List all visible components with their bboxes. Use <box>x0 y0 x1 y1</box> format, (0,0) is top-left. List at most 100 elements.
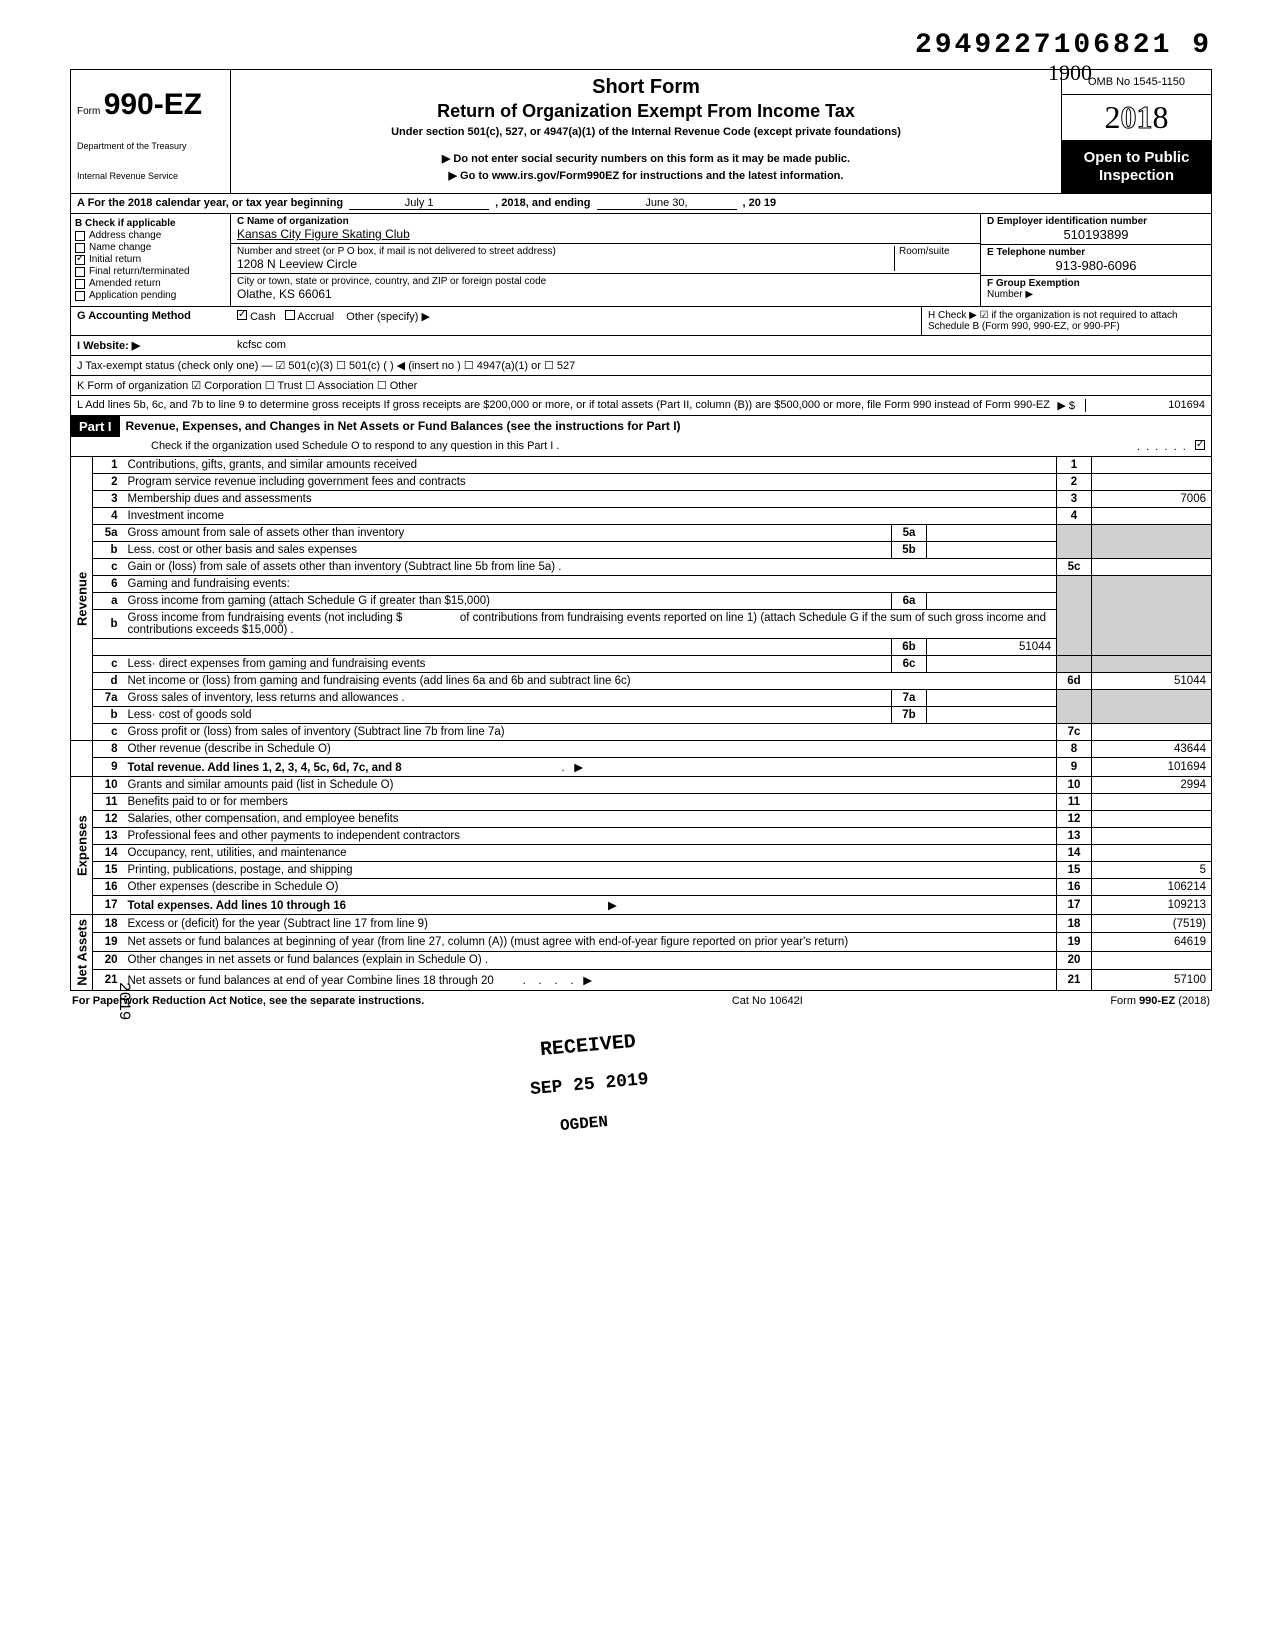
part-i-header-row: Part I Revenue, Expenses, and Changes in… <box>70 415 1212 437</box>
short-form-title: Short Form <box>239 76 1053 99</box>
lbl-initial-return: Initial return <box>89 254 141 265</box>
lbl-amended: Amended return <box>89 278 161 289</box>
line-11-desc: Benefits paid to or for members <box>123 794 1057 811</box>
chk-initial-return[interactable] <box>75 255 85 265</box>
row-j-tax-status: J Tax-exempt status (check only one) — ☑… <box>70 355 1212 375</box>
open-to-public: Open to Public Inspection <box>1062 141 1211 193</box>
line-9-val: 101694 <box>1092 758 1212 777</box>
lbl-other-specify: Other (specify) ▶ <box>346 311 430 323</box>
ein-value: 510193899 <box>987 227 1205 242</box>
lbl-name-change: Name change <box>89 242 151 253</box>
line-6c-desc: Less· direct expenses from gaming and fu… <box>123 656 892 673</box>
row-a-tax-year: A For the 2018 calendar year, or tax yea… <box>70 193 1212 213</box>
line-18-val: (7519) <box>1092 915 1212 933</box>
dept-irs: Internal Revenue Service <box>77 172 224 182</box>
chk-final-return[interactable] <box>75 267 85 277</box>
line-17-desc: Total expenses. Add lines 10 through 16 <box>128 900 347 912</box>
lbl-cash: Cash <box>250 311 276 323</box>
room-suite-label: Room/suite <box>894 246 974 271</box>
line-18-desc: Excess or (deficit) for the year (Subtra… <box>123 915 1057 933</box>
footer-cat-no: Cat No 10642I <box>732 995 803 1007</box>
org-city: Olathe, KS 66061 <box>237 287 332 301</box>
chk-amended[interactable] <box>75 279 85 289</box>
dept-treasury: Department of the Treasury <box>77 142 224 152</box>
line-6d-desc: Net income or (loss) from gaming and fun… <box>123 673 1057 690</box>
website-value: kcfsc com <box>231 336 921 355</box>
line-19-desc: Net assets or fund balances at beginning… <box>123 933 1057 951</box>
line-1-desc: Contributions, gifts, grants, and simila… <box>123 457 1057 474</box>
expenses-side-label: Expenses <box>71 777 93 915</box>
row-k-org-form: K Form of organization ☑ Corporation ☐ T… <box>70 375 1212 395</box>
lbl-app-pending: Application pending <box>89 290 176 301</box>
line-6d-val: 51044 <box>1092 673 1212 690</box>
line-6b-desc1: Gross income from fundraising events (no… <box>128 612 403 624</box>
chk-address-change[interactable] <box>75 231 85 241</box>
line-10-desc: Grants and similar amounts paid (list in… <box>123 777 1057 794</box>
ein-label: D Employer identification number <box>987 216 1147 227</box>
chk-cash[interactable] <box>237 310 247 320</box>
side-year-stamp: 2019 <box>115 982 133 1020</box>
chk-app-pending[interactable] <box>75 291 85 301</box>
chk-accrual[interactable] <box>285 310 295 320</box>
line-7a-desc: Gross sales of inventory, less returns a… <box>123 690 892 707</box>
line-13-desc: Professional fees and other payments to … <box>123 828 1057 845</box>
row-l-text: L Add lines 5b, 6c, and 7b to line 9 to … <box>77 399 1050 411</box>
return-title: Return of Organization Exempt From Incom… <box>239 101 1053 122</box>
org-name-label: C Name of organization <box>237 216 349 227</box>
document-code: 2949227106821 9 <box>70 30 1212 61</box>
line-4-desc: Investment income <box>123 508 1057 525</box>
line-3-desc: Membership dues and assessments <box>123 491 1057 508</box>
lbl-final-return: Final return/terminated <box>89 266 190 277</box>
line-20-desc: Other changes in net assets or fund bala… <box>123 951 1057 969</box>
schedule-o-text: Check if the organization used Schedule … <box>151 440 559 453</box>
line-9-desc: Total revenue. Add lines 1, 2, 3, 4, 5c,… <box>128 762 402 774</box>
line-12-desc: Salaries, other compensation, and employ… <box>123 811 1057 828</box>
row-a-mid: , 2018, and ending <box>495 197 590 210</box>
url-instruction: ▶ Go to www.irs.gov/Form990EZ for instru… <box>239 169 1053 182</box>
row-g-accounting: G Accounting Method Cash Accrual Other (… <box>70 306 1212 335</box>
form-prefix: Form <box>77 106 100 117</box>
form-number: 990-EZ <box>104 88 202 121</box>
line-10-val: 2994 <box>1092 777 1212 794</box>
line-2-desc: Program service revenue including govern… <box>123 474 1057 491</box>
gross-receipts-total: 101694 <box>1085 399 1205 412</box>
revenue-side-label: Revenue <box>71 457 93 741</box>
line-6-desc: Gaming and fundraising events: <box>123 576 1057 593</box>
schedule-o-check-row: Check if the organization used Schedule … <box>70 437 1212 456</box>
line-14-desc: Occupancy, rent, utilities, and maintena… <box>123 845 1057 862</box>
tax-year-end: , 20 19 <box>743 197 777 210</box>
col-b-header: B Check if applicable <box>75 218 176 229</box>
part-i-label: Part I <box>71 416 120 437</box>
line-5a-desc: Gross amount from sale of assets other t… <box>123 525 892 542</box>
line-21-val: 57100 <box>1092 970 1212 991</box>
line-16-val: 106214 <box>1092 879 1212 896</box>
org-address: 1208 N Leeview Circle <box>237 257 357 271</box>
line-15-val: 5 <box>1092 862 1212 879</box>
group-number-label: Number ▶ <box>987 289 1033 300</box>
section-bcd: B Check if applicable Address change Nam… <box>70 213 1212 306</box>
line-6a-desc: Gross income from gaming (attach Schedul… <box>123 593 892 610</box>
tax-year: 2018 <box>1062 95 1211 141</box>
row-l-arrow: ▶ $ <box>1057 399 1075 412</box>
lbl-address-change: Address change <box>89 230 161 241</box>
website-label: I Website: ▶ <box>71 336 231 355</box>
line-5c-desc: Gain or (loss) from sale of assets other… <box>123 559 1057 576</box>
ogden-stamp: OGDEN <box>559 1113 608 1135</box>
part-i-table: Revenue 1Contributions, gifts, grants, a… <box>70 456 1212 991</box>
line-6b-val: 51044 <box>927 639 1057 656</box>
org-name: Kansas City Figure Skating Club <box>237 227 410 241</box>
chk-name-change[interactable] <box>75 243 85 253</box>
lbl-accrual: Accrual <box>297 311 334 323</box>
form-header: Form 990-EZ Department of the Treasury I… <box>70 69 1212 193</box>
received-date-stamp: SEP 25 2019 <box>529 1070 649 1100</box>
net-assets-side-label: Net Assets <box>71 915 93 991</box>
group-exempt-label: F Group Exemption <box>987 278 1080 289</box>
row-h-check: H Check ▶ ☑ if the organization is not r… <box>921 307 1211 335</box>
row-l-gross-receipts: L Add lines 5b, 6c, and 7b to line 9 to … <box>70 395 1212 415</box>
footer-form-ref: Form 990-EZ (2018) <box>1110 995 1210 1007</box>
part-i-title: Revenue, Expenses, and Changes in Net As… <box>120 416 1211 437</box>
tax-exempt-status: J Tax-exempt status (check only one) — ☑… <box>71 356 1211 375</box>
chk-schedule-o[interactable] <box>1195 440 1205 450</box>
tel-label: E Telephone number <box>987 247 1085 258</box>
line-21-desc: Net assets or fund balances at end of ye… <box>128 975 494 987</box>
